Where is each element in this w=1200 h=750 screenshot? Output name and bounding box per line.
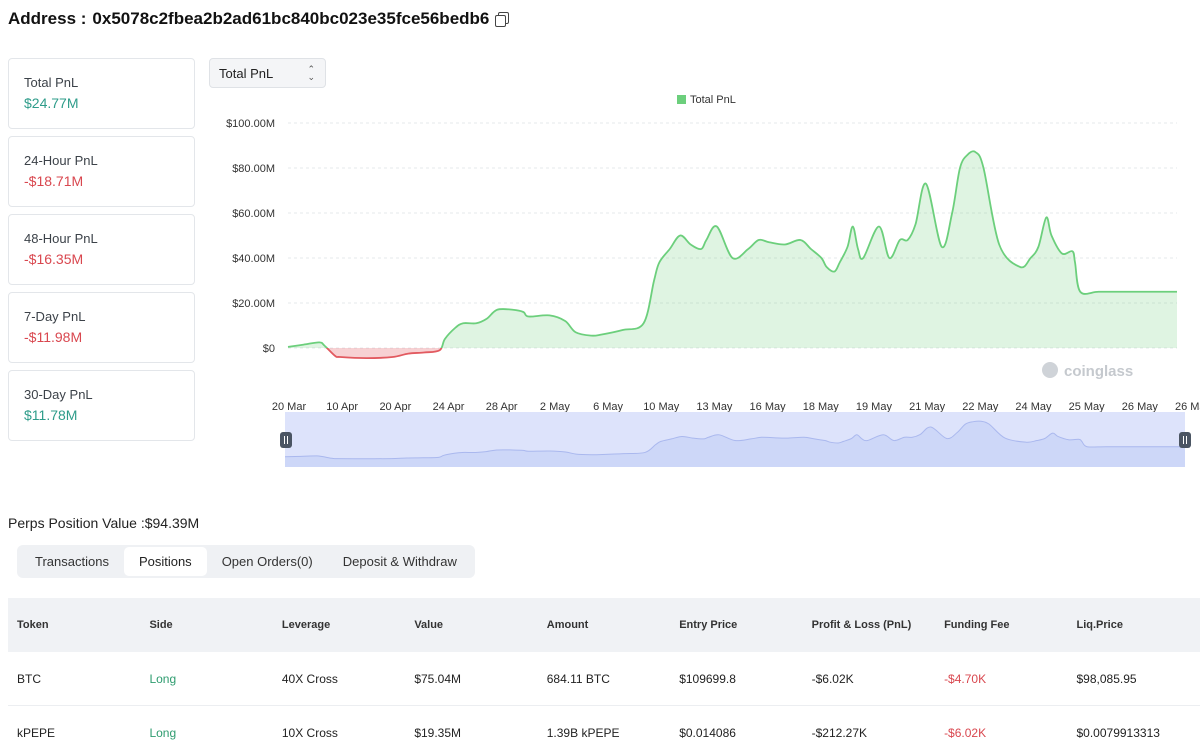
select-chevron-icon: ⌃ ⌄: [307, 64, 315, 82]
x-tick-label: 28 Apr: [486, 401, 518, 413]
column-header[interactable]: Token: [17, 619, 49, 631]
cell-amount: 684.11 BTC: [546, 671, 610, 686]
y-tick-label: $100.00M: [226, 118, 275, 130]
x-tick-label: 25 May: [1069, 401, 1106, 413]
perps-label: Perps Position Value :: [8, 515, 145, 531]
x-tick-label: 2 May: [540, 401, 570, 413]
x-tick-label: 20 Apr: [379, 401, 411, 413]
cell-entry-price: $0.014086: [679, 725, 736, 740]
y-tick-label: $0: [263, 343, 275, 355]
cell-side: Long: [149, 671, 177, 686]
cell-entry-price: $109699.8: [679, 671, 736, 686]
x-tick-label: 24 May: [1015, 401, 1052, 413]
pnl-card-24h: 24-Hour PnL -$18.71M: [8, 136, 195, 207]
navigator-line: [284, 420, 1185, 460]
watermark-text: coinglass: [1064, 363, 1133, 380]
tab-transactions[interactable]: Transactions: [35, 554, 109, 569]
column-header[interactable]: Funding Fee: [944, 619, 1010, 631]
metric-select[interactable]: Total PnL ⌃ ⌄: [209, 58, 326, 88]
x-tick-label: 13 May: [696, 401, 733, 413]
pnl-card-label: 7-Day PnL: [24, 309, 86, 324]
legend-label: Total PnL: [690, 94, 736, 106]
x-tick-label: 6 May: [593, 401, 623, 413]
cell-leverage: 10X Cross: [281, 725, 338, 740]
cell-token: kPEPE: [17, 725, 56, 740]
pnl-chart[interactable]: Total PnL $100.00M $80.00M $60.00M $40.00M $2…: [200, 85, 1200, 470]
y-tick-label: $80.00M: [232, 163, 275, 175]
address-value[interactable]: 0x5078c2fbea2b2ad61bc840bc023e35fce56bed…: [92, 9, 490, 28]
x-tick-label: 21 May: [909, 401, 946, 413]
y-tick-label: $20.00M: [232, 298, 275, 310]
cell-funding-fee: -$4.70K: [944, 671, 987, 686]
cell-pnl: -$6.02K: [811, 671, 854, 686]
positions-table: Token Side Leverage Value Amount Entry P…: [8, 598, 1200, 750]
table-header: Token Side Leverage Value Amount Entry P…: [8, 598, 1200, 652]
address-label: Address :: [8, 9, 87, 28]
y-tick-label: $60.00M: [232, 208, 275, 220]
x-tick-label: 26 May: [1175, 401, 1200, 413]
pnl-card-value: -$11.98M: [24, 329, 83, 345]
column-header[interactable]: Side: [149, 619, 173, 631]
address-header: Address : 0x5078c2fbea2b2ad61bc840bc023e…: [8, 8, 510, 30]
tab-open-orders[interactable]: Open Orders(0): [221, 554, 313, 569]
column-header[interactable]: Value: [414, 619, 444, 631]
x-tick-label: 24 Apr: [433, 401, 465, 413]
x-tick-label: 19 May: [856, 401, 893, 413]
tab-positions[interactable]: Positions: [123, 547, 207, 576]
cell-side: Long: [149, 725, 177, 740]
cell-token: BTC: [17, 671, 41, 686]
pnl-card-value: -$18.71M: [24, 173, 84, 189]
perps-position-value: Perps Position Value :$94.39M: [8, 515, 199, 531]
pnl-card-label: 30-Day PnL: [24, 387, 93, 402]
column-header[interactable]: Liq.Price: [1076, 619, 1123, 631]
range-handle-right[interactable]: [1179, 432, 1191, 448]
table-row[interactable]: BTC Long 40X Cross $75.04M 684.11 BTC $1…: [8, 652, 1200, 706]
perps-value: $94.39M: [144, 515, 200, 531]
cell-amount: 1.39B kPEPE: [546, 725, 620, 740]
pnl-card-7d: 7-Day PnL -$11.98M: [8, 292, 195, 363]
copy-icon[interactable]: [495, 12, 510, 27]
x-tick-label: 18 May: [803, 401, 840, 413]
pnl-card-48h: 48-Hour PnL -$16.35M: [8, 214, 195, 285]
y-tick-label: $40.00M: [232, 253, 275, 265]
tab-bar: Transactions Positions Open Orders(0) De…: [17, 545, 475, 578]
column-header[interactable]: Entry Price: [679, 619, 738, 631]
legend-swatch: [677, 95, 686, 104]
range-handle-left[interactable]: [280, 432, 292, 448]
cell-funding-fee: -$6.02K: [944, 725, 987, 740]
column-header[interactable]: Profit & Loss (PnL): [811, 619, 912, 631]
x-tick-label: 10 May: [643, 401, 680, 413]
x-tick-label: 20 Mar: [272, 401, 307, 413]
coinglass-logo-icon: [1042, 362, 1058, 378]
pnl-card-value: $24.77M: [24, 95, 79, 111]
table-row[interactable]: kPEPE Long 10X Cross $19.35M 1.39B kPEPE…: [8, 706, 1200, 750]
pnl-card-label: Total PnL: [24, 75, 79, 90]
column-header[interactable]: Amount: [546, 619, 589, 631]
pnl-cards: Total PnL $24.77M 24-Hour PnL -$18.71M 4…: [8, 58, 195, 448]
column-header[interactable]: Leverage: [281, 619, 331, 631]
x-tick-label: 16 May: [750, 401, 787, 413]
tab-deposit-withdraw[interactable]: Deposit & Withdraw: [342, 554, 457, 569]
pnl-card-value: -$16.35M: [24, 251, 84, 267]
x-tick-label: 10 Apr: [326, 401, 358, 413]
cell-pnl: -$212.27K: [811, 725, 868, 740]
pnl-card-value: $11.78M: [24, 407, 78, 423]
cell-liq-price: $0.0079913313: [1076, 725, 1160, 740]
cell-value: $19.35M: [414, 725, 462, 740]
cell-liq-price: $98,085.95: [1076, 671, 1137, 686]
x-tick-label: 26 May: [1122, 401, 1159, 413]
series-line-positive: [287, 150, 1177, 348]
pnl-card-label: 48-Hour PnL: [24, 231, 98, 246]
metric-select-value: Total PnL: [219, 66, 274, 81]
pnl-card-label: 24-Hour PnL: [24, 153, 98, 168]
series-area-positive: [288, 151, 1177, 348]
pnl-card-total: Total PnL $24.77M: [8, 58, 195, 129]
pnl-card-30d: 30-Day PnL $11.78M: [8, 370, 195, 441]
navigator-area: [285, 421, 1185, 467]
x-tick-label: 22 May: [962, 401, 999, 413]
cell-value: $75.04M: [414, 671, 462, 686]
cell-leverage: 40X Cross: [281, 671, 338, 686]
